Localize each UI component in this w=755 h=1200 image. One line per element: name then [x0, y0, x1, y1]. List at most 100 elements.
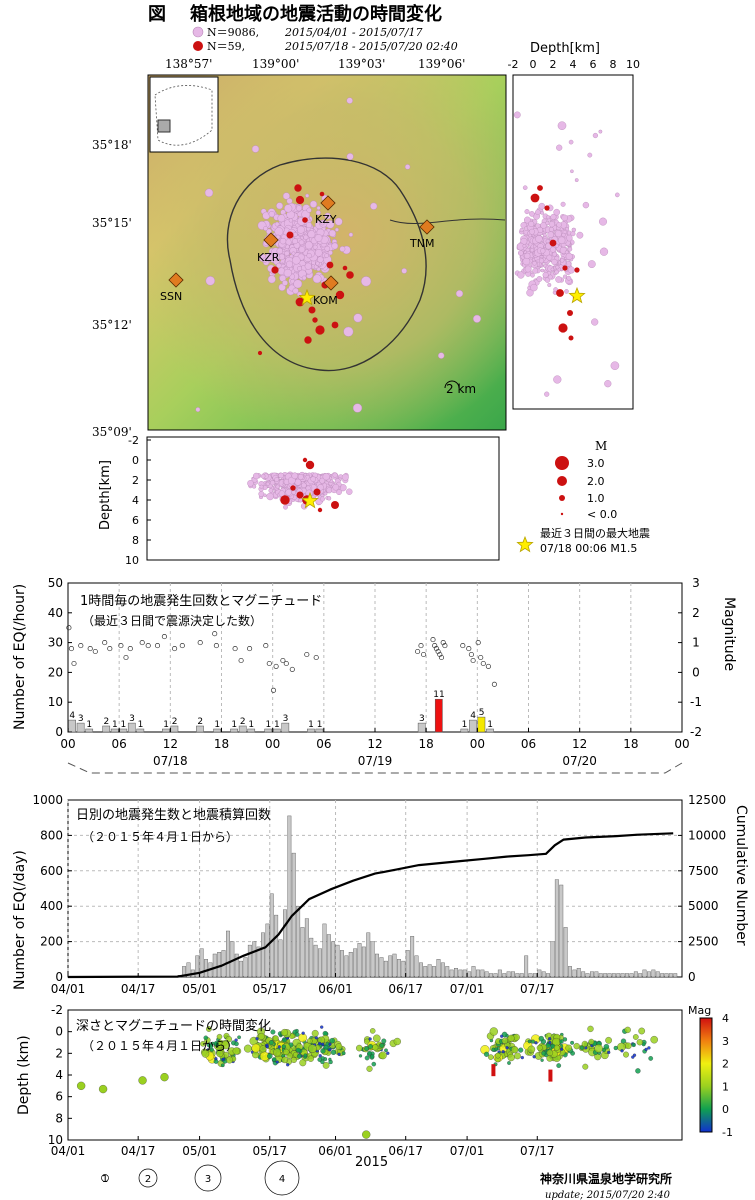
daily-bar — [283, 909, 287, 978]
side-event-past — [523, 216, 531, 224]
magnitude-point — [102, 640, 108, 646]
depth-time-event — [216, 1050, 224, 1058]
lat-tick-3: 35°12' — [92, 318, 132, 332]
bottom-event-recent — [280, 495, 290, 505]
depth-time-event — [625, 1042, 632, 1050]
side-event-past — [529, 211, 535, 217]
side-event-past — [519, 227, 524, 233]
bottom-event-past — [265, 481, 270, 486]
depth-time-event — [518, 1047, 524, 1053]
depth-time-event — [541, 1050, 547, 1056]
map-event-past — [312, 274, 322, 284]
side-event-past — [548, 226, 554, 232]
map-event-past — [315, 210, 321, 216]
side-event-past — [546, 254, 553, 261]
daily-ytick-right: 12500 — [688, 793, 726, 807]
depth-time-event — [532, 1055, 536, 1059]
mag-legend-marker-3 — [555, 456, 569, 470]
depth-time-event — [527, 1045, 536, 1054]
side-largest-event-star-icon — [568, 286, 586, 304]
magnitude-point — [430, 637, 436, 643]
side-event-recent — [568, 335, 574, 341]
map-event-past — [361, 276, 372, 287]
bottom-event-past — [278, 472, 284, 479]
depth-time-event — [201, 1049, 210, 1058]
hourly-xtick: 00 — [60, 737, 75, 751]
map-event-recent — [295, 195, 305, 205]
depth-time-event — [556, 1063, 562, 1068]
magnitude-point — [421, 651, 427, 658]
depth-time-ytick: 10 — [48, 1133, 63, 1147]
prefecture-border — [389, 218, 506, 225]
depth-time-event — [318, 1041, 322, 1046]
side-event-past — [565, 252, 573, 260]
depth-time-event — [283, 1048, 290, 1056]
station-tnm-label: TNM — [409, 237, 434, 250]
magnitude-colorbar — [699, 1017, 713, 1133]
depth-time-event — [368, 1044, 373, 1049]
side-event-recent — [549, 239, 557, 247]
side-event-past — [528, 220, 535, 227]
map-event-past — [317, 256, 324, 263]
side-event-past — [556, 144, 563, 151]
side-event-past — [587, 152, 593, 158]
depth-time-event — [77, 1081, 86, 1090]
depth-time-event — [636, 1039, 643, 1046]
side-event-recent — [574, 267, 580, 273]
depth-time-event — [579, 1045, 585, 1050]
side-event-past — [522, 243, 527, 248]
daily-bar — [204, 959, 209, 978]
map-event-past — [292, 232, 298, 238]
depth-time-event — [384, 1048, 388, 1053]
side-event-past — [524, 209, 530, 215]
daily-bar — [598, 973, 603, 978]
hourly-bar-label: 4 — [69, 711, 75, 721]
bottom-event-past — [274, 477, 280, 482]
daily-bar — [502, 973, 507, 978]
depth-time-event — [277, 1045, 281, 1049]
depth-time-event — [328, 1059, 333, 1065]
bottom-event-past — [332, 483, 340, 491]
depth-time-event — [648, 1056, 654, 1061]
depth-time-event — [255, 1037, 259, 1041]
hourly-ytick-right: -1 — [690, 695, 702, 709]
side-event-past — [561, 214, 568, 222]
depth-time-event — [220, 1063, 225, 1068]
daily-bar — [335, 944, 340, 978]
depth-time-event — [536, 1044, 543, 1051]
daily-ytick-right: 0 — [688, 970, 696, 984]
hourly-bar — [247, 728, 256, 733]
map-event-recent — [286, 231, 294, 239]
depth-time-event — [581, 1040, 588, 1047]
bottom-event-past — [247, 480, 254, 487]
depth-time-xtick: 04/01 — [51, 1144, 86, 1158]
hourly-bar — [469, 719, 477, 733]
bottom-event-past — [301, 482, 307, 488]
depth-side-tick: 4 — [570, 58, 577, 71]
hourly-bar — [136, 728, 145, 733]
depth-bottom-tick: 6 — [132, 514, 139, 527]
side-event-past — [568, 139, 574, 145]
depth-time-event — [208, 1043, 214, 1049]
bottom-event-recent — [331, 501, 339, 509]
depth-time-event — [206, 1026, 212, 1032]
depth-time-event — [364, 1055, 370, 1061]
side-event-past — [513, 111, 521, 119]
map-event-past — [293, 279, 303, 289]
daily-bar — [375, 953, 379, 978]
daily-bar — [348, 951, 353, 978]
depth-time-event — [565, 1044, 573, 1052]
depth-time-event — [329, 1037, 335, 1044]
daily-bar — [660, 973, 665, 978]
hourly-bar — [272, 728, 281, 733]
daily-bar — [397, 959, 401, 978]
side-event-recent — [567, 310, 573, 316]
daily-bar — [379, 957, 384, 978]
depth-time-event — [547, 1037, 552, 1041]
daily-xtick: 06/17 — [388, 982, 423, 996]
hourly-bar-label: 1 — [462, 720, 468, 730]
daily-bar — [603, 973, 608, 978]
daily-bar — [541, 971, 546, 978]
size-legend-circle — [101, 1174, 109, 1182]
mag-legend-marker-0 — [560, 512, 564, 516]
